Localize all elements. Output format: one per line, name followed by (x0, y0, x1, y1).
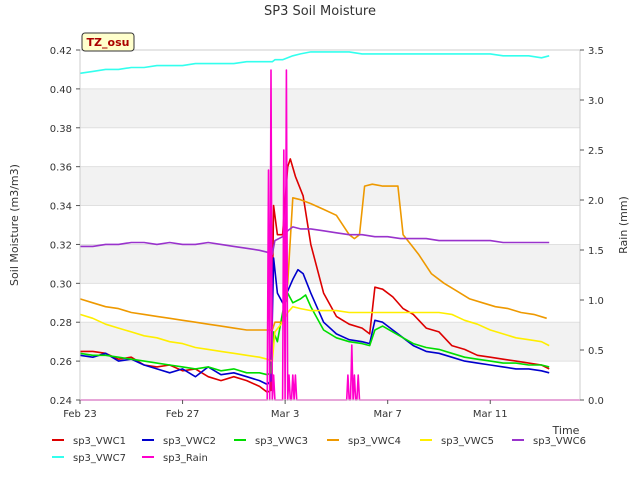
site-tag-label: TZ_osu (87, 36, 130, 49)
x-tick-label: Mar 11 (473, 409, 508, 420)
y-tick-label: 0.42 (50, 46, 72, 57)
legend-label: sp3_VWC6 (533, 436, 586, 447)
x-tick-label: Feb 23 (63, 409, 97, 420)
x-tick-label: Mar 7 (373, 409, 401, 420)
grid-band (80, 88, 580, 128)
y-axis-label: Soil Moisture (m3/m3) (8, 164, 21, 286)
series-line-sp3-vwc5 (79, 305, 550, 362)
y2-tick-label: 2.5 (588, 146, 604, 157)
series-line-sp3-vwc6 (80, 226, 550, 255)
y-tick-label: 0.30 (50, 279, 72, 290)
series-line-sp3-rain (80, 69, 580, 401)
y-tick-label: 0.26 (50, 357, 72, 368)
y-axis-left: 0.24 0.26 0.28 0.30 0.32 0.34 0.36 0.38 0.40 0.42 (50, 46, 80, 407)
y2-tick-label: 3.5 (588, 46, 604, 57)
legend-label: sp3_VWC4 (348, 436, 401, 447)
y2-axis-label: Rain (mm) (617, 196, 630, 254)
y2-tick-label: 1.0 (588, 296, 604, 307)
chart-title: SP3 Soil Moisture (264, 4, 376, 19)
legend-label: sp3_VWC5 (441, 436, 494, 447)
series-line-sp3-vwc2 (79, 257, 550, 386)
series-lines (79, 51, 580, 401)
y-tick-label: 0.40 (50, 85, 72, 96)
x-tick-label: Feb 27 (166, 409, 200, 420)
y-tick-label: 0.34 (50, 202, 72, 213)
y2-tick-label: 3.0 (588, 96, 604, 107)
plot-frame (79, 49, 581, 401)
y2-tick-label: 1.5 (588, 246, 604, 257)
site-tag-box (81, 32, 135, 52)
y-tick-label: 0.36 (50, 163, 72, 174)
y-tick-label: 0.24 (50, 396, 72, 407)
y-tick-label: 0.38 (50, 124, 72, 135)
legend-label: sp3_VWC3 (255, 436, 308, 447)
legend-label: sp3_VWC7 (73, 453, 126, 464)
legend-label: sp3_VWC2 (163, 436, 216, 447)
series-line-sp3-vwc4 (79, 183, 547, 331)
y-axis-right: 0.0 0.5 1.0 1.5 2.0 2.5 3.0 3.5 (580, 46, 604, 407)
legend-label: sp3_VWC1 (73, 436, 126, 447)
y2-tick-label: 2.0 (588, 196, 604, 207)
legend-label: sp3_Rain (163, 453, 208, 464)
x-axis: Feb 23 Feb 27 Mar 3 Mar 7 Mar 11 (63, 400, 508, 420)
x-axis-label: Time (552, 424, 580, 437)
y-tick-label: 0.32 (50, 240, 72, 251)
grid-band (80, 244, 580, 284)
grid-bands (80, 88, 580, 401)
x-tick-label: Mar 3 (271, 409, 299, 420)
series-line-sp3-vwc3 (79, 292, 550, 376)
series-line-sp3-vwc7 (79, 51, 550, 75)
site-tag: TZ_osu (81, 32, 135, 52)
y-tick-label: 0.28 (50, 318, 72, 329)
y2-tick-label: 0.0 (588, 396, 604, 407)
legend: sp3_VWC1 sp3_VWC2 sp3_VWC3 sp3_VWC4 sp3_VWC5… (52, 436, 586, 464)
grid-band (80, 166, 580, 206)
y2-tick-label: 0.5 (588, 346, 604, 357)
series-line-sp3-vwc1 (80, 158, 550, 394)
